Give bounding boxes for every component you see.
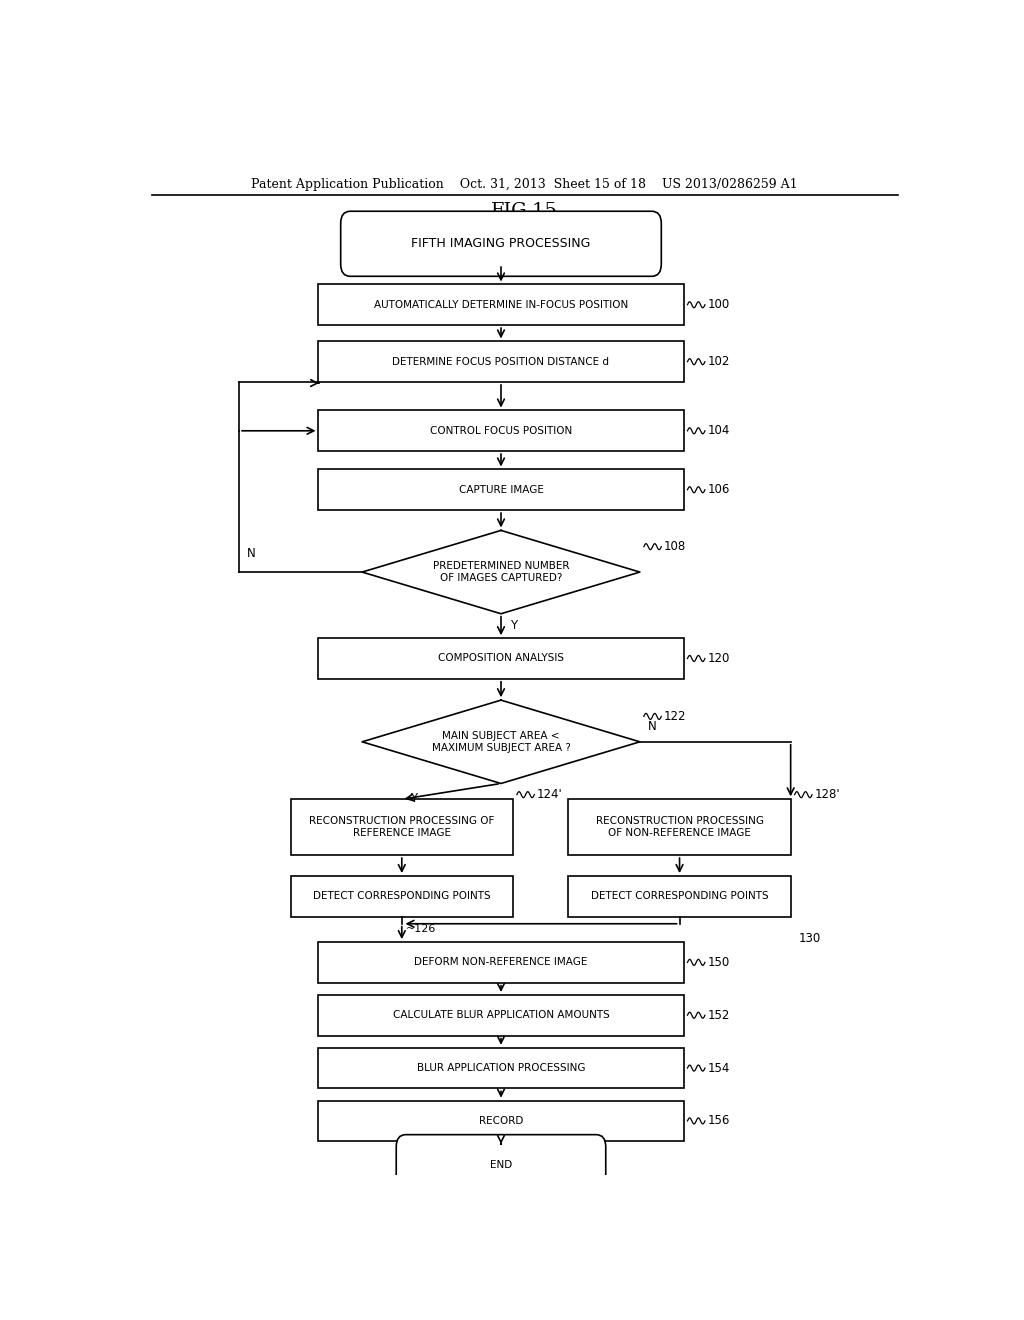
Text: 106: 106 [708,483,730,496]
Text: 102: 102 [708,355,730,368]
FancyBboxPatch shape [341,211,662,276]
Text: CAPTURE IMAGE: CAPTURE IMAGE [459,484,544,495]
Polygon shape [362,700,640,784]
Text: FIG.15: FIG.15 [492,202,558,220]
Text: CALCULATE BLUR APPLICATION AMOUNTS: CALCULATE BLUR APPLICATION AMOUNTS [392,1010,609,1020]
Text: END: END [489,1160,512,1170]
Text: DETECT CORRESPONDING POINTS: DETECT CORRESPONDING POINTS [313,891,490,902]
Text: DETECT CORRESPONDING POINTS: DETECT CORRESPONDING POINTS [591,891,768,902]
Text: 154: 154 [708,1061,730,1074]
Text: 150: 150 [708,956,729,969]
Text: FIFTH IMAGING PROCESSING: FIFTH IMAGING PROCESSING [412,238,591,251]
Bar [318,470,684,510]
Text: DEFORM NON-REFERENCE IMAGE: DEFORM NON-REFERENCE IMAGE [415,957,588,968]
Text: 124': 124' [537,788,562,801]
Polygon shape [362,531,640,614]
Bar [291,876,513,916]
Bar [568,799,791,855]
Text: 104: 104 [708,424,730,437]
Text: 130: 130 [799,932,821,945]
Text: Y: Y [511,619,518,632]
Text: Patent Application Publication    Oct. 31, 2013  Sheet 15 of 18    US 2013/02862: Patent Application Publication Oct. 31, … [252,178,798,191]
Bar [568,876,791,916]
Bar [318,342,684,381]
Text: N: N [648,721,656,733]
Text: ~126: ~126 [406,924,436,933]
Bar [318,1101,684,1142]
Bar [318,1048,684,1089]
Text: COMPOSITION ANALYSIS: COMPOSITION ANALYSIS [438,653,564,664]
Bar [318,942,684,982]
Bar [291,799,513,855]
Text: Y: Y [410,792,417,805]
Text: RECONSTRUCTION PROCESSING
OF NON-REFERENCE IMAGE: RECONSTRUCTION PROCESSING OF NON-REFEREN… [596,816,764,838]
Text: MAIN SUBJECT AREA <
MAXIMUM SUBJECT AREA ?: MAIN SUBJECT AREA < MAXIMUM SUBJECT AREA… [431,731,570,752]
FancyBboxPatch shape [396,1135,606,1195]
Text: 156: 156 [708,1114,730,1127]
Text: AUTOMATICALLY DETERMINE IN-FOCUS POSITION: AUTOMATICALLY DETERMINE IN-FOCUS POSITIO… [374,300,628,310]
Bar [318,284,684,325]
Bar [318,638,684,678]
Text: 120: 120 [708,652,730,665]
Text: RECONSTRUCTION PROCESSING OF
REFERENCE IMAGE: RECONSTRUCTION PROCESSING OF REFERENCE I… [309,816,495,838]
Text: 128': 128' [814,788,840,801]
Text: RECORD: RECORD [479,1115,523,1126]
Text: CONTROL FOCUS POSITION: CONTROL FOCUS POSITION [430,426,572,436]
Text: N: N [247,548,256,560]
Bar [318,995,684,1036]
Text: 152: 152 [708,1008,730,1022]
Text: 100: 100 [708,298,729,312]
Text: BLUR APPLICATION PROCESSING: BLUR APPLICATION PROCESSING [417,1063,586,1073]
Text: DETERMINE FOCUS POSITION DISTANCE d: DETERMINE FOCUS POSITION DISTANCE d [392,356,609,367]
Text: 108: 108 [664,540,686,553]
Text: PREDETERMINED NUMBER
OF IMAGES CAPTURED?: PREDETERMINED NUMBER OF IMAGES CAPTURED? [433,561,569,583]
Bar [318,411,684,451]
Text: 122: 122 [664,710,686,723]
